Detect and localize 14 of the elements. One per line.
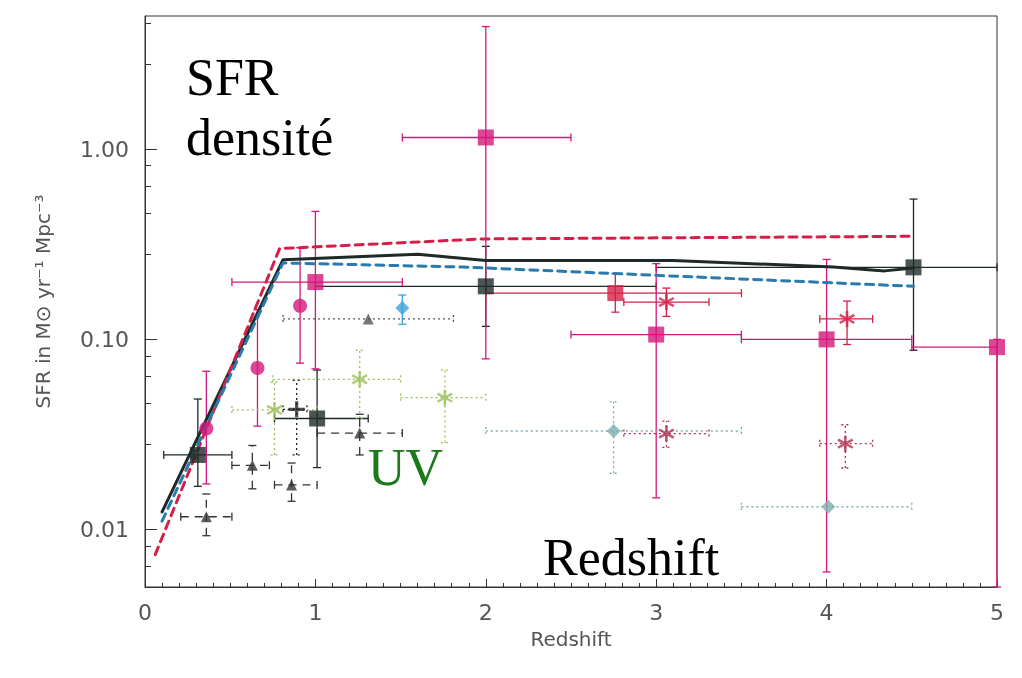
y-axis-title: SFR in M⊙ yr⁻¹ Mpc⁻³ (31, 194, 55, 409)
x-tick-label: 0 (138, 599, 152, 625)
x-tick-label: 1 (308, 599, 323, 625)
x-tick-label: 5 (990, 599, 1004, 625)
x-tick-label: 2 (478, 599, 493, 625)
x-axis-title: Redshift (543, 529, 720, 587)
text: Redshift (530, 627, 612, 651)
y-tick-label: 0.01 (80, 517, 129, 543)
y-tick-label: 0.10 (80, 326, 129, 352)
annotation: UV (368, 439, 444, 497)
annotation: SFR densité (186, 49, 334, 167)
x-tick-label: 4 (819, 599, 834, 625)
x-tick-label: 3 (649, 599, 664, 625)
y-tick-label: 1.00 (80, 136, 129, 162)
